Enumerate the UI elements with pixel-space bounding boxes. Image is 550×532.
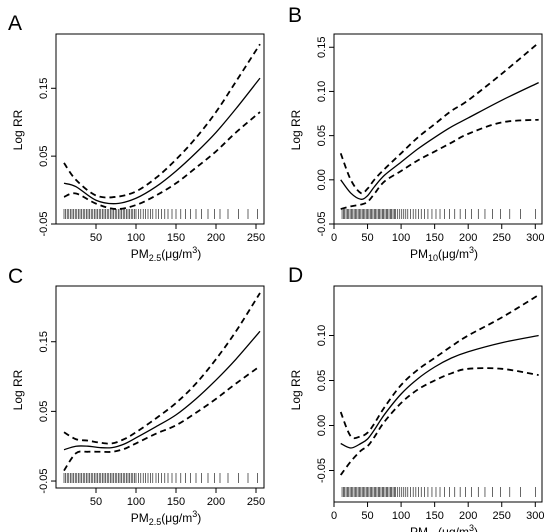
panel-a-upper-ci-curve bbox=[63, 43, 261, 199]
panel-c-ylabel: Log RR bbox=[11, 369, 25, 410]
panel-b-upper-ci-curve bbox=[339, 42, 540, 195]
panel-b-xtick-label: 50 bbox=[361, 232, 373, 244]
panel-b-letter: B bbox=[288, 4, 302, 27]
panel-b-ytick-label: -0.05 bbox=[316, 211, 328, 236]
panel-c-ytick-label: 0.15 bbox=[38, 331, 50, 352]
panel-a-xtick-label: 250 bbox=[247, 232, 265, 244]
panel-d-xtick-label: 200 bbox=[459, 510, 477, 522]
panel-b-xtick-label: 300 bbox=[526, 232, 544, 244]
panel-d-lower-ci-curve bbox=[339, 367, 539, 476]
panel-d-ytick-label: -0.05 bbox=[316, 458, 328, 483]
panel-a-letter: A bbox=[8, 12, 22, 35]
panel-c-ytick-label: 0.05 bbox=[38, 401, 50, 422]
panel-d-xtick-label: 100 bbox=[392, 510, 410, 522]
panel-d-plot-frame bbox=[333, 285, 543, 503]
panel-c-fit-curve bbox=[63, 330, 261, 451]
panel-b-lower-ci-curve bbox=[340, 118, 539, 210]
panel-c-lower-ci-curve bbox=[63, 365, 261, 472]
panel-c-plot-frame bbox=[55, 285, 265, 489]
panel-d-xtick-label: 50 bbox=[361, 510, 373, 522]
panel-d-xtick-label: 0 bbox=[331, 510, 337, 522]
panel-a-xtick-label: 50 bbox=[90, 232, 102, 244]
panel-b-ylabel: Log RR bbox=[289, 109, 303, 150]
panel-d-xtick-label: 150 bbox=[425, 510, 443, 522]
panel-a-ytick-label: 0.05 bbox=[38, 145, 50, 166]
panel-b-ytick-label: 0.15 bbox=[316, 37, 328, 58]
panel-c-xtick-label: 200 bbox=[207, 496, 225, 508]
panel-b-fit-curve bbox=[340, 82, 539, 200]
panel-b-xtick-label: 100 bbox=[392, 232, 410, 244]
panel-a-xtick-label: 100 bbox=[127, 232, 145, 244]
panel-a-ytick-label: 0.15 bbox=[38, 78, 50, 99]
panel-d-ytick-label: 0.10 bbox=[316, 325, 328, 346]
panel-b: B -0.05 0.00 0.05 0.10 0.15 0 50 100 150 200 250 300… bbox=[288, 4, 544, 263]
panel-a-ytick-label: -0.05 bbox=[38, 211, 50, 236]
panel-c: C -0.05 0.05 0.15 50 100 150 200 250 Log RR PM2.5(… bbox=[8, 265, 265, 527]
panel-c-xtick-label: 100 bbox=[127, 496, 145, 508]
panel-b-plot-frame bbox=[333, 33, 543, 225]
panel-a-plot-frame bbox=[55, 33, 265, 225]
panel-d-xlabel: PM10(μg/m3) bbox=[410, 523, 478, 532]
panel-a-ylabel: Log RR bbox=[11, 109, 25, 150]
panel-b-ytick-label: 0.10 bbox=[316, 81, 328, 102]
panel-d: D -0.05 0.00 0.05 0.10 0 50 100 150 200 250 300 Log … bbox=[288, 264, 544, 532]
panel-d-xtick-label: 250 bbox=[493, 510, 511, 522]
panel-c-xlabel: PM2.5(μg/m3) bbox=[131, 509, 201, 527]
panel-a-fit-curve bbox=[63, 77, 261, 205]
panel-d-ytick-label: 0.05 bbox=[316, 370, 328, 391]
panel-b-xlabel: PM10(μg/m3) bbox=[410, 245, 478, 263]
panel-d-fit-curve bbox=[340, 334, 539, 449]
panel-b-xtick-label: 0 bbox=[331, 232, 337, 244]
panel-d-ylabel: Log RR bbox=[289, 369, 303, 410]
panel-c-xtick-label: 250 bbox=[247, 496, 265, 508]
panel-c-ytick-label: -0.05 bbox=[38, 468, 50, 493]
panel-d-ytick-label: 0.00 bbox=[316, 415, 328, 436]
panel-a-lower-ci-curve bbox=[63, 111, 261, 210]
panel-a-xlabel: PM2.5(μg/m3) bbox=[131, 245, 201, 263]
panel-d-letter: D bbox=[288, 264, 303, 287]
panel-c-upper-ci-curve bbox=[63, 292, 261, 445]
panel-c-letter: C bbox=[8, 265, 23, 288]
panel-b-ytick-label: 0.05 bbox=[316, 125, 328, 146]
panel-b-ytick-label: 0.00 bbox=[316, 169, 328, 190]
panel-b-xtick-label: 250 bbox=[493, 232, 511, 244]
panel-b-xtick-label: 200 bbox=[459, 232, 477, 244]
panel-a: A -0.05 0.05 0.15 50 100 150 200 250 Log RR PM2.5(… bbox=[8, 12, 265, 263]
panel-b-xtick-label: 150 bbox=[425, 232, 443, 244]
panel-d-upper-ci-curve bbox=[339, 294, 540, 440]
panel-a-xtick-label: 200 bbox=[207, 232, 225, 244]
panel-c-xtick-label: 50 bbox=[90, 496, 102, 508]
panel-a-xtick-label: 150 bbox=[167, 232, 185, 244]
panel-c-xtick-label: 150 bbox=[167, 496, 185, 508]
panel-d-xtick-label: 300 bbox=[526, 510, 544, 522]
